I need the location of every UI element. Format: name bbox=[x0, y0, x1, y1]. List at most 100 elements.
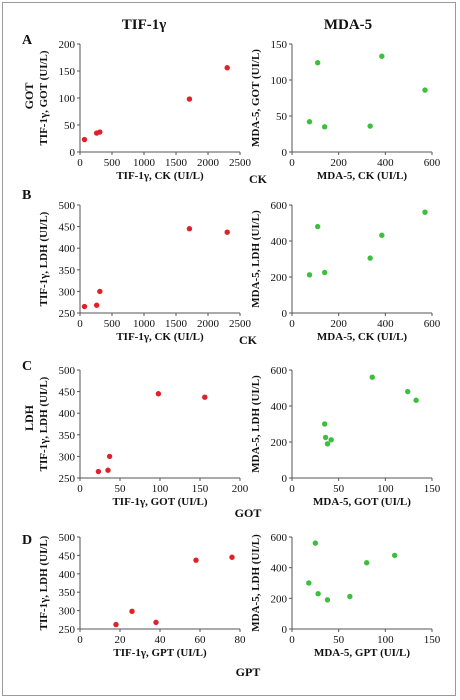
header-right: MDA-5 bbox=[324, 17, 372, 33]
data-point bbox=[306, 272, 313, 278]
y-tick-label: 450 bbox=[59, 550, 76, 562]
y-tick-label: 0 bbox=[282, 147, 288, 159]
row-side-label-a: GOT bbox=[22, 83, 36, 110]
data-point bbox=[113, 621, 119, 628]
chart-b-right: 0 200 400 600 0 200 400 600 MDA-5, CK (UI/L) MDA-… bbox=[250, 200, 441, 343]
y-tick-label: 600 bbox=[271, 365, 288, 377]
y-axis-label: MDA-5, LDH (UI/L) bbox=[250, 534, 262, 632]
data-point bbox=[186, 96, 193, 102]
x-tick-label: 200 bbox=[232, 483, 249, 495]
x-tick-label: 0 bbox=[77, 634, 83, 646]
y-tick-label: 50 bbox=[276, 111, 288, 123]
x-tick-label: 2000 bbox=[197, 157, 220, 169]
y-tick-label: 0 bbox=[70, 147, 76, 159]
data-point bbox=[422, 87, 428, 93]
y-axis-label: TIF-1γ, LDH (UI/L) bbox=[38, 535, 50, 630]
data-point bbox=[97, 288, 103, 295]
y-tick-label: 300 bbox=[59, 451, 76, 463]
y-axis-label: TIF-1γ, GOT (UI/L) bbox=[38, 50, 50, 145]
chart-c-left: 0 50 100 150 200 250 300 350 400 450 500 TIF-1γ, GO… bbox=[38, 365, 249, 508]
data-point bbox=[324, 441, 331, 447]
y-tick-label: 600 bbox=[271, 200, 288, 212]
x-tick-label: 0 bbox=[289, 634, 295, 646]
x-tick-label: 60 bbox=[195, 634, 207, 646]
row-letter-a: A bbox=[22, 33, 33, 48]
y-tick-label: 100 bbox=[59, 93, 76, 105]
y-tick-label: 100 bbox=[271, 75, 288, 87]
x-tick-label: 200 bbox=[330, 318, 347, 330]
y-tick-label: 600 bbox=[271, 532, 288, 544]
data-point bbox=[193, 557, 199, 563]
data-point bbox=[155, 391, 162, 397]
data-point bbox=[186, 226, 193, 232]
data-point bbox=[312, 540, 319, 546]
y-tick-label: 0 bbox=[282, 473, 288, 485]
x-axis-label: MDA-5, CK (UI/L) bbox=[317, 170, 407, 182]
y-tick-label: 150 bbox=[271, 39, 288, 51]
y-tick-label: 200 bbox=[271, 593, 288, 605]
y-tick-label: 350 bbox=[59, 430, 76, 442]
row-letter-d: D bbox=[22, 533, 32, 548]
data-point bbox=[224, 229, 230, 235]
data-point bbox=[367, 123, 373, 129]
data-point bbox=[369, 374, 375, 380]
x-tick-label: 500 bbox=[104, 157, 121, 169]
x-tick-label: 1000 bbox=[133, 157, 156, 169]
x-tick-label: 1500 bbox=[165, 318, 188, 330]
y-tick-label: 50 bbox=[64, 120, 76, 132]
y-axis-label: MDA-5, LDH (UI/L) bbox=[250, 375, 262, 473]
y-tick-label: 350 bbox=[59, 265, 76, 277]
data-point bbox=[367, 255, 373, 261]
x-tick-label: 400 bbox=[377, 318, 394, 330]
data-point bbox=[328, 437, 334, 443]
y-tick-label: 150 bbox=[59, 66, 76, 78]
y-tick-label: 450 bbox=[59, 387, 76, 399]
x-tick-label: 600 bbox=[424, 318, 441, 330]
data-point bbox=[95, 468, 102, 475]
data-point bbox=[324, 597, 331, 603]
data-point bbox=[322, 434, 329, 441]
data-point bbox=[321, 421, 328, 427]
x-tick-label: 0 bbox=[289, 157, 295, 169]
y-axis-label: MDA-5, LDH (UI/L) bbox=[250, 210, 262, 308]
data-point bbox=[153, 619, 159, 626]
data-point bbox=[315, 591, 321, 597]
x-tick-label: 2500 bbox=[229, 318, 252, 330]
x-tick-label: 0 bbox=[77, 157, 83, 169]
y-tick-label: 250 bbox=[59, 624, 76, 636]
y-tick-label: 250 bbox=[59, 308, 76, 320]
y-tick-label: 500 bbox=[59, 532, 76, 544]
chart-d-left: 0 20 40 60 80 250 300 350 400 450 500 TIF-1γ, GPT (… bbox=[38, 532, 246, 659]
data-point bbox=[202, 394, 208, 400]
y-tick-label: 0 bbox=[282, 624, 288, 636]
x-tick-label: 50 bbox=[333, 634, 345, 646]
y-tick-label: 450 bbox=[59, 222, 76, 234]
x-tick-label: 200 bbox=[330, 157, 347, 169]
data-point bbox=[306, 580, 312, 586]
data-point bbox=[347, 593, 353, 600]
x-axis-label: TIF-1γ, CK (UI/L) bbox=[116, 170, 204, 182]
y-tick-label: 0 bbox=[282, 308, 288, 320]
x-tick-label: 150 bbox=[424, 634, 441, 646]
x-tick-label: 0 bbox=[289, 318, 295, 330]
x-tick-label: 50 bbox=[115, 483, 127, 495]
data-point bbox=[306, 119, 313, 125]
row-bottom-label-c: GOT bbox=[235, 506, 262, 520]
y-tick-label: 400 bbox=[59, 569, 76, 581]
y-tick-label: 400 bbox=[271, 236, 288, 248]
y-tick-label: 200 bbox=[271, 272, 288, 284]
data-point bbox=[229, 554, 235, 560]
y-tick-label: 200 bbox=[271, 437, 288, 449]
data-point bbox=[422, 209, 428, 215]
chart-a-right: 0 200 400 600 0 50 100 150 MDA-5, CK (UI/L) MDA-5… bbox=[250, 39, 441, 182]
data-point bbox=[363, 560, 370, 566]
data-point bbox=[224, 65, 230, 71]
y-axis-label: MDA-5, GOT (UI/L) bbox=[250, 49, 262, 147]
y-tick-label: 400 bbox=[59, 408, 76, 420]
x-tick-label: 40 bbox=[155, 634, 167, 646]
row-letter-c: C bbox=[22, 359, 32, 374]
x-tick-label: 0 bbox=[77, 483, 83, 495]
row-letter-b: B bbox=[22, 188, 31, 203]
data-point bbox=[379, 232, 385, 238]
